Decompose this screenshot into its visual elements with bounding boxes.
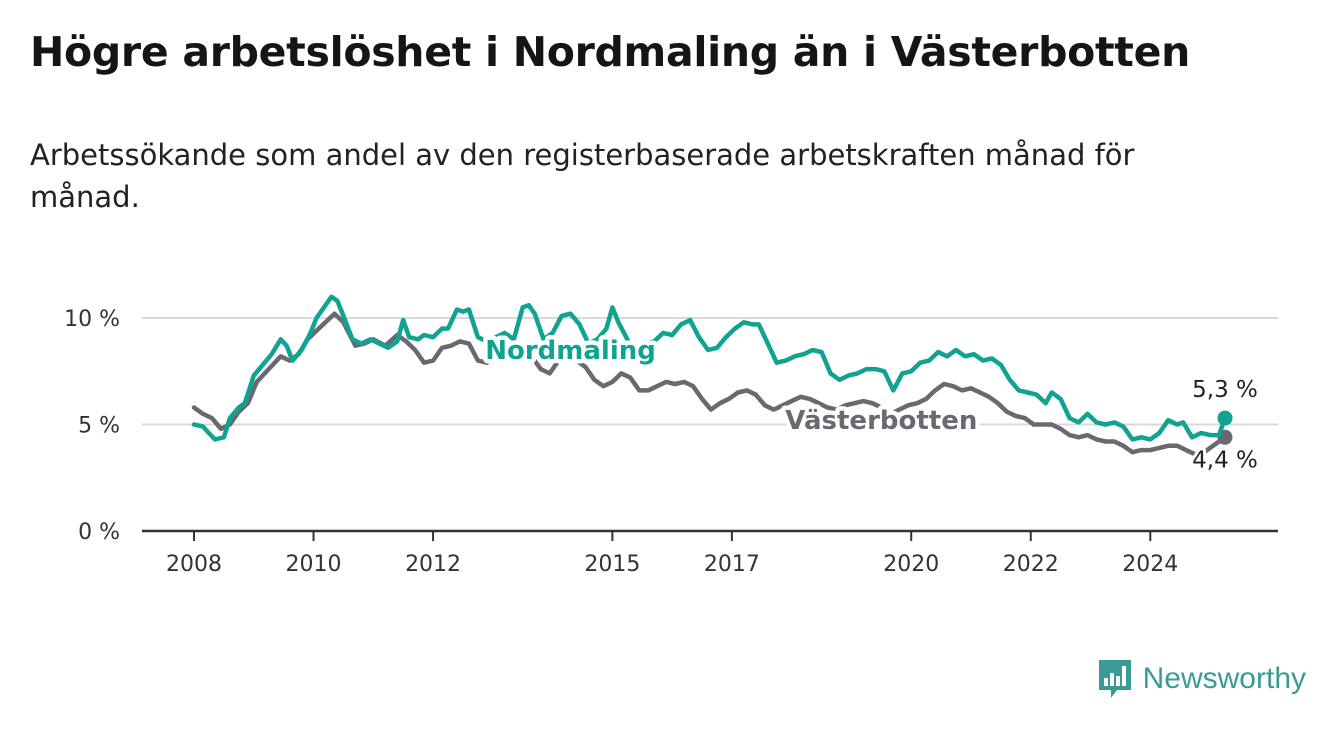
x-tick-label: 2022 [1003,552,1059,577]
y-tick-label: 10 % [64,307,120,332]
series-label: Nordmaling [485,336,656,366]
newsworthy-logo-icon [1098,660,1131,698]
x-tick-label: 2020 [883,552,939,577]
end-value-label: 4,4 % [1192,447,1258,473]
y-tick-label: 0 % [78,520,120,545]
x-tick-label: 2017 [704,552,760,577]
series-labels: Nordmaling Västerbotten 5,3 % 4,4 % [481,331,1261,476]
chart-subtitle: Arbetssökande som andel av den registerb… [30,138,1135,214]
series-endpoint [1217,410,1233,426]
x-tick-label: 2012 [405,552,461,577]
series-lines [191,294,1233,457]
y-axis: 0 % 5 % 10 % [64,307,120,545]
newsworthy-brand: Newsworthy [1097,658,1306,700]
x-tick-label: 2010 [286,552,342,577]
x-axis: 2008 2010 2012 2015 2017 2020 2022 2024 [166,531,1178,577]
end-value-label: 5,3 % [1192,377,1258,403]
series-line-nordmaling [191,294,1228,442]
series-label: Västerbotten [785,406,977,436]
x-tick-label: 2015 [584,552,640,577]
x-tick-label: 2024 [1122,552,1178,577]
chart-title: Högre arbetslöshet i Nordmaling än i Väs… [30,28,1191,76]
y-tick-label: 5 % [78,414,120,439]
brand-name: Newsworthy [1142,662,1306,695]
x-tick-label: 2008 [166,552,222,577]
